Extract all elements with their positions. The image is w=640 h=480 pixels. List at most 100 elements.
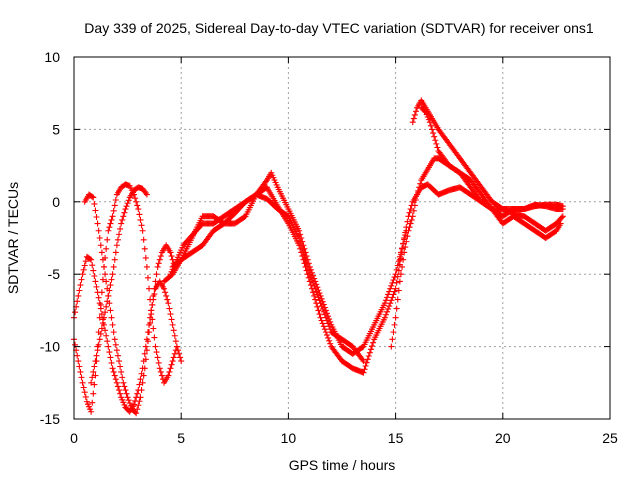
data-point <box>108 276 115 283</box>
data-point <box>113 347 120 354</box>
data-point <box>401 235 408 241</box>
data-point <box>77 282 84 289</box>
data-point <box>299 245 306 252</box>
data-point <box>386 288 393 295</box>
data-point <box>297 238 304 245</box>
data-point <box>403 224 410 231</box>
data-point <box>138 387 145 394</box>
x-tick-label: 5 <box>177 430 185 446</box>
data-point <box>392 285 399 292</box>
data-point <box>80 384 87 391</box>
data-point <box>138 222 145 229</box>
y-tick-label: 5 <box>52 121 60 137</box>
data-point <box>395 287 402 294</box>
data-point <box>388 282 395 289</box>
data-point <box>385 305 392 312</box>
data-point <box>103 303 110 310</box>
data-point <box>112 249 119 256</box>
data-point <box>320 323 327 330</box>
data-point <box>394 262 401 269</box>
data-point <box>146 285 153 292</box>
data-point <box>123 390 130 397</box>
y-axis-label: SDTVAR / TECUs <box>5 182 21 294</box>
data-point <box>364 356 371 363</box>
y-tick-label: -10 <box>40 339 60 355</box>
data-point <box>167 249 174 256</box>
data-point <box>177 354 184 361</box>
data-point <box>407 206 414 213</box>
data-point <box>107 354 114 361</box>
data-point <box>164 296 171 303</box>
data-point <box>393 266 400 273</box>
data-point <box>96 235 103 241</box>
data-point <box>168 361 175 368</box>
data-point <box>310 279 317 286</box>
data-point <box>97 330 104 337</box>
data-point <box>323 317 330 324</box>
data-point <box>133 198 140 205</box>
data-point <box>169 358 176 365</box>
data-point <box>101 314 108 321</box>
data-point <box>106 224 113 231</box>
data-point <box>116 231 123 238</box>
x-tick-label: 10 <box>281 430 297 446</box>
data-point <box>178 358 185 365</box>
data-point <box>78 276 85 283</box>
data-point <box>91 200 98 207</box>
data-point <box>112 376 119 383</box>
data-point <box>82 258 89 265</box>
data-point <box>325 320 332 327</box>
data-point <box>140 236 147 243</box>
data-point <box>399 245 406 252</box>
data-point <box>327 340 334 347</box>
data-point <box>122 206 129 213</box>
data-point <box>559 213 566 220</box>
data-point <box>147 296 154 303</box>
data-point <box>111 202 118 209</box>
data-point <box>139 379 146 386</box>
data-point <box>155 260 162 267</box>
data-point <box>140 372 147 379</box>
data-point <box>389 294 396 301</box>
data-point <box>369 343 376 350</box>
data-point <box>310 289 317 296</box>
data-point <box>98 311 105 318</box>
data-point <box>400 240 407 247</box>
data-point <box>312 285 319 292</box>
data-point <box>405 213 412 220</box>
data-point <box>318 303 325 310</box>
data-point <box>166 305 173 312</box>
data-point <box>303 260 310 267</box>
data-point <box>105 227 112 234</box>
data-point <box>134 406 141 413</box>
data-point <box>118 368 125 375</box>
data-point <box>170 354 177 361</box>
chart-title: Day 339 of 2025, Sidereal Day-to-day VTE… <box>84 20 594 36</box>
data-point <box>141 245 148 252</box>
data-point <box>172 338 179 345</box>
data-point <box>316 311 323 318</box>
data-point <box>394 296 401 303</box>
data-point <box>311 282 318 289</box>
data-point <box>316 297 323 304</box>
data-point <box>302 256 309 263</box>
data-point <box>102 309 109 316</box>
data-point <box>88 379 95 386</box>
data-point <box>81 389 88 396</box>
data-point <box>117 363 124 370</box>
data-point <box>157 253 164 260</box>
data-point <box>88 256 95 263</box>
data-point <box>322 329 329 336</box>
data-point <box>417 180 424 187</box>
data-point <box>114 352 121 359</box>
data-point <box>75 292 82 299</box>
data-point <box>387 285 394 292</box>
series-track-g <box>161 191 367 365</box>
data-point <box>78 374 85 381</box>
data-point <box>408 216 415 223</box>
data-point <box>91 363 98 370</box>
data-point <box>144 338 151 345</box>
data-point <box>92 358 99 365</box>
data-point <box>126 400 133 407</box>
data-point <box>102 327 109 334</box>
